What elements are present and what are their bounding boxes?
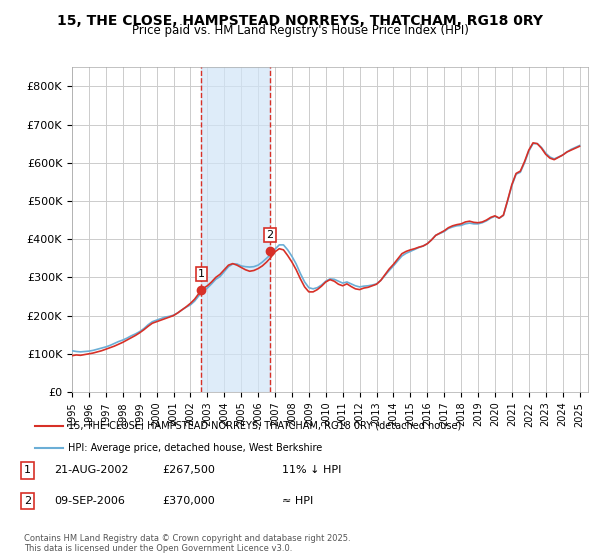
Text: 09-SEP-2006: 09-SEP-2006: [54, 496, 125, 506]
Text: 15, THE CLOSE, HAMPSTEAD NORREYS, THATCHAM, RG18 0RY (detached house): 15, THE CLOSE, HAMPSTEAD NORREYS, THATCH…: [68, 421, 461, 431]
Text: 2: 2: [24, 496, 31, 506]
Text: £370,000: £370,000: [162, 496, 215, 506]
Text: Contains HM Land Registry data © Crown copyright and database right 2025.
This d: Contains HM Land Registry data © Crown c…: [24, 534, 350, 553]
Bar: [201, 67, 270, 392]
Text: HPI: Average price, detached house, West Berkshire: HPI: Average price, detached house, West…: [68, 443, 322, 453]
Text: 11% ↓ HPI: 11% ↓ HPI: [282, 465, 341, 475]
Text: £267,500: £267,500: [162, 465, 215, 475]
Text: 2: 2: [266, 230, 274, 240]
Text: 15, THE CLOSE, HAMPSTEAD NORREYS, THATCHAM, RG18 0RY: 15, THE CLOSE, HAMPSTEAD NORREYS, THATCH…: [57, 14, 543, 28]
Text: 1: 1: [24, 465, 31, 475]
Text: 1: 1: [198, 269, 205, 279]
Text: 21-AUG-2002: 21-AUG-2002: [54, 465, 128, 475]
Text: ≈ HPI: ≈ HPI: [282, 496, 313, 506]
Text: Price paid vs. HM Land Registry's House Price Index (HPI): Price paid vs. HM Land Registry's House …: [131, 24, 469, 36]
